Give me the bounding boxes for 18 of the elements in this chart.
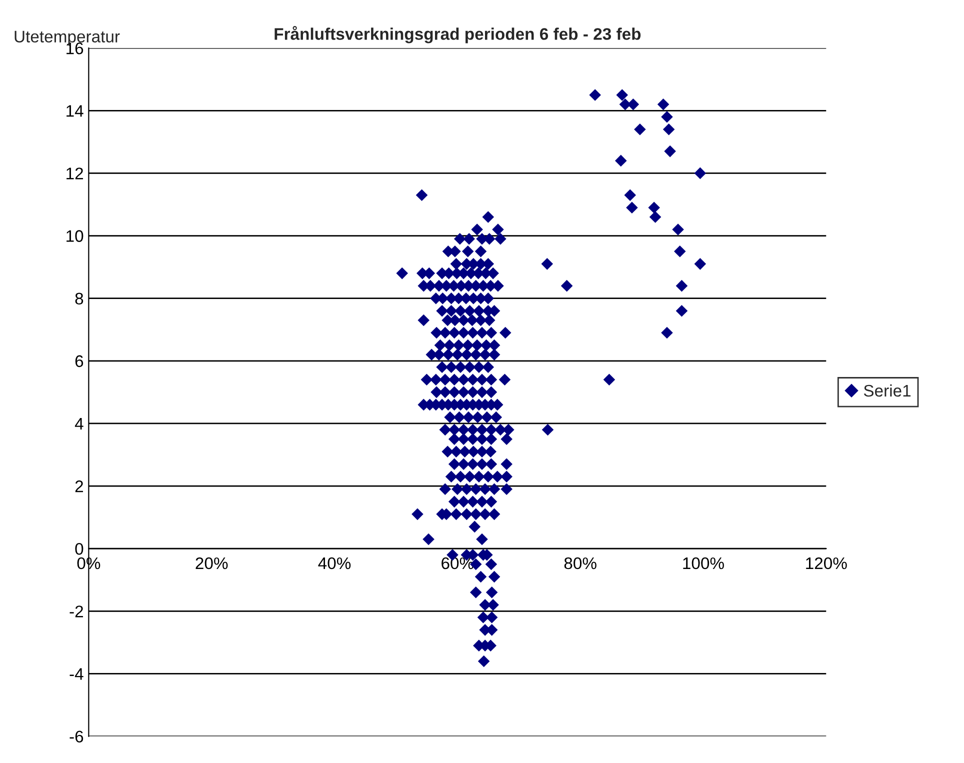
y-tick-label: 0 bbox=[75, 543, 84, 555]
y-tick-label: 6 bbox=[75, 355, 84, 368]
y-tick-label: 12 bbox=[66, 168, 83, 180]
y-tick-label: -6 bbox=[70, 730, 84, 742]
x-tick-label: 120% bbox=[806, 557, 847, 570]
x-tick-label: 100% bbox=[683, 557, 724, 570]
x-tick-label: 40% bbox=[318, 557, 351, 570]
x-tick-label: 80% bbox=[564, 557, 596, 570]
chart-title: Frånluftsverkningsgrad perioden 6 feb - 23 feb bbox=[274, 26, 641, 44]
x-tick-label: 20% bbox=[196, 557, 228, 570]
y-tick-label: 10 bbox=[66, 230, 84, 242]
y-tick-label: 4 bbox=[74, 418, 84, 430]
y-tick-label: -2 bbox=[70, 606, 83, 618]
y-tick-label: 8 bbox=[75, 292, 84, 305]
y-tick-label: 2 bbox=[75, 480, 83, 492]
y-tick-label: 14 bbox=[66, 105, 84, 117]
y-tick-label: -4 bbox=[70, 668, 84, 680]
legend-label: Serie1 bbox=[864, 384, 911, 397]
